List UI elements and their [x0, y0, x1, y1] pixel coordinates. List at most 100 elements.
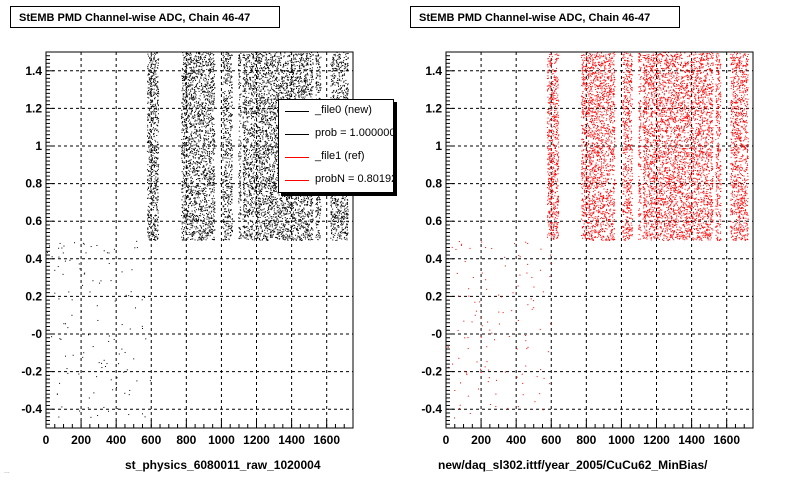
left-data-point — [187, 52, 189, 54]
left-data-point — [263, 235, 265, 237]
left-data-point — [209, 61, 211, 63]
left-data-point — [260, 212, 262, 214]
left-data-point — [186, 55, 188, 57]
left-data-point — [271, 86, 273, 88]
left-data-point — [289, 212, 291, 214]
left-data-point — [274, 196, 276, 198]
left-data-point — [270, 81, 272, 83]
left-data-point — [256, 222, 258, 224]
left-data-point — [229, 114, 231, 116]
left-data-point — [246, 205, 248, 207]
left-data-point — [199, 81, 201, 83]
left-data-point — [192, 155, 194, 157]
left-data-point — [209, 84, 211, 86]
left-data-point — [200, 104, 202, 106]
left-data-point — [262, 186, 264, 188]
left-data-point — [184, 182, 186, 184]
left-data-point — [245, 97, 247, 99]
left-data-point — [296, 226, 298, 228]
left-data-point — [147, 80, 149, 82]
left-data-point — [197, 157, 199, 159]
left-data-point — [154, 228, 156, 230]
left-data-point — [226, 187, 228, 189]
left-data-point — [187, 139, 189, 141]
left-data-point — [152, 182, 154, 184]
left-data-point — [188, 141, 190, 143]
left-data-point — [147, 68, 149, 70]
left-data-point — [273, 98, 275, 100]
left-data-point — [184, 98, 186, 100]
left-data-point — [154, 103, 156, 105]
left-data-point — [199, 71, 201, 73]
left-data-point — [283, 66, 285, 68]
left-data-point — [194, 186, 196, 188]
left-data-point — [202, 205, 204, 207]
left-data-point — [203, 115, 205, 117]
left-data-point — [199, 186, 201, 188]
left-data-point — [157, 86, 159, 88]
left-data-point — [188, 187, 190, 189]
left-data-point — [305, 236, 307, 238]
left-data-point — [269, 136, 271, 138]
left-data-point — [245, 220, 247, 222]
left-data-point — [153, 80, 155, 82]
left-data-point — [253, 132, 255, 134]
left-data-point — [199, 114, 201, 116]
left-data-point — [147, 205, 149, 207]
left-data-point — [208, 211, 210, 213]
left-data-point — [222, 197, 224, 199]
left-data-point — [250, 180, 252, 182]
left-data-point — [240, 192, 242, 194]
left-data-point — [206, 64, 208, 66]
left-data-point — [182, 54, 184, 56]
left-data-point — [225, 152, 227, 154]
left-data-point — [307, 229, 309, 231]
left-data-point — [204, 184, 206, 186]
left-data-point — [212, 238, 214, 240]
left-data-point — [257, 218, 259, 220]
left-data-point — [225, 118, 227, 120]
left-data-point — [210, 232, 212, 234]
left-data-point — [198, 110, 200, 112]
left-data-point — [284, 207, 286, 209]
left-data-point — [261, 135, 263, 137]
left-data-point — [187, 144, 189, 146]
left-data-point — [310, 55, 312, 57]
left-data-point — [307, 203, 309, 205]
left-data-point — [209, 145, 211, 147]
left-data-point — [204, 102, 206, 104]
left-data-point — [228, 142, 230, 144]
left-data-point — [276, 67, 278, 69]
left-data-point — [265, 99, 267, 101]
left-data-point — [267, 202, 269, 204]
left-data-point — [303, 201, 305, 203]
left-data-point — [231, 87, 233, 89]
left-data-point — [239, 212, 241, 214]
left-data-point — [201, 110, 203, 112]
left-data-point — [202, 87, 204, 89]
left-data-point — [245, 121, 247, 123]
left-data-point — [203, 64, 205, 66]
left-data-point — [245, 125, 247, 127]
left-data-point — [275, 139, 277, 141]
left-data-point — [257, 130, 259, 132]
left-data-point — [296, 204, 298, 206]
left-data-point — [184, 82, 186, 84]
left-data-point — [181, 109, 183, 111]
left-data-point — [147, 164, 149, 166]
left-data-point — [200, 225, 202, 227]
left-data-point — [243, 145, 245, 147]
left-data-point — [203, 144, 205, 146]
left-data-point — [210, 217, 212, 219]
left-data-point — [183, 207, 185, 209]
left-data-point — [199, 106, 201, 108]
left-data-point — [230, 139, 232, 141]
left-data-point — [183, 213, 185, 215]
left-data-point — [156, 197, 158, 199]
left-data-point — [181, 171, 183, 173]
left-data-point — [189, 213, 191, 215]
left-data-point — [149, 130, 151, 132]
left-data-point — [226, 161, 228, 163]
left-data-point — [222, 186, 224, 188]
left-data-point — [205, 175, 207, 177]
